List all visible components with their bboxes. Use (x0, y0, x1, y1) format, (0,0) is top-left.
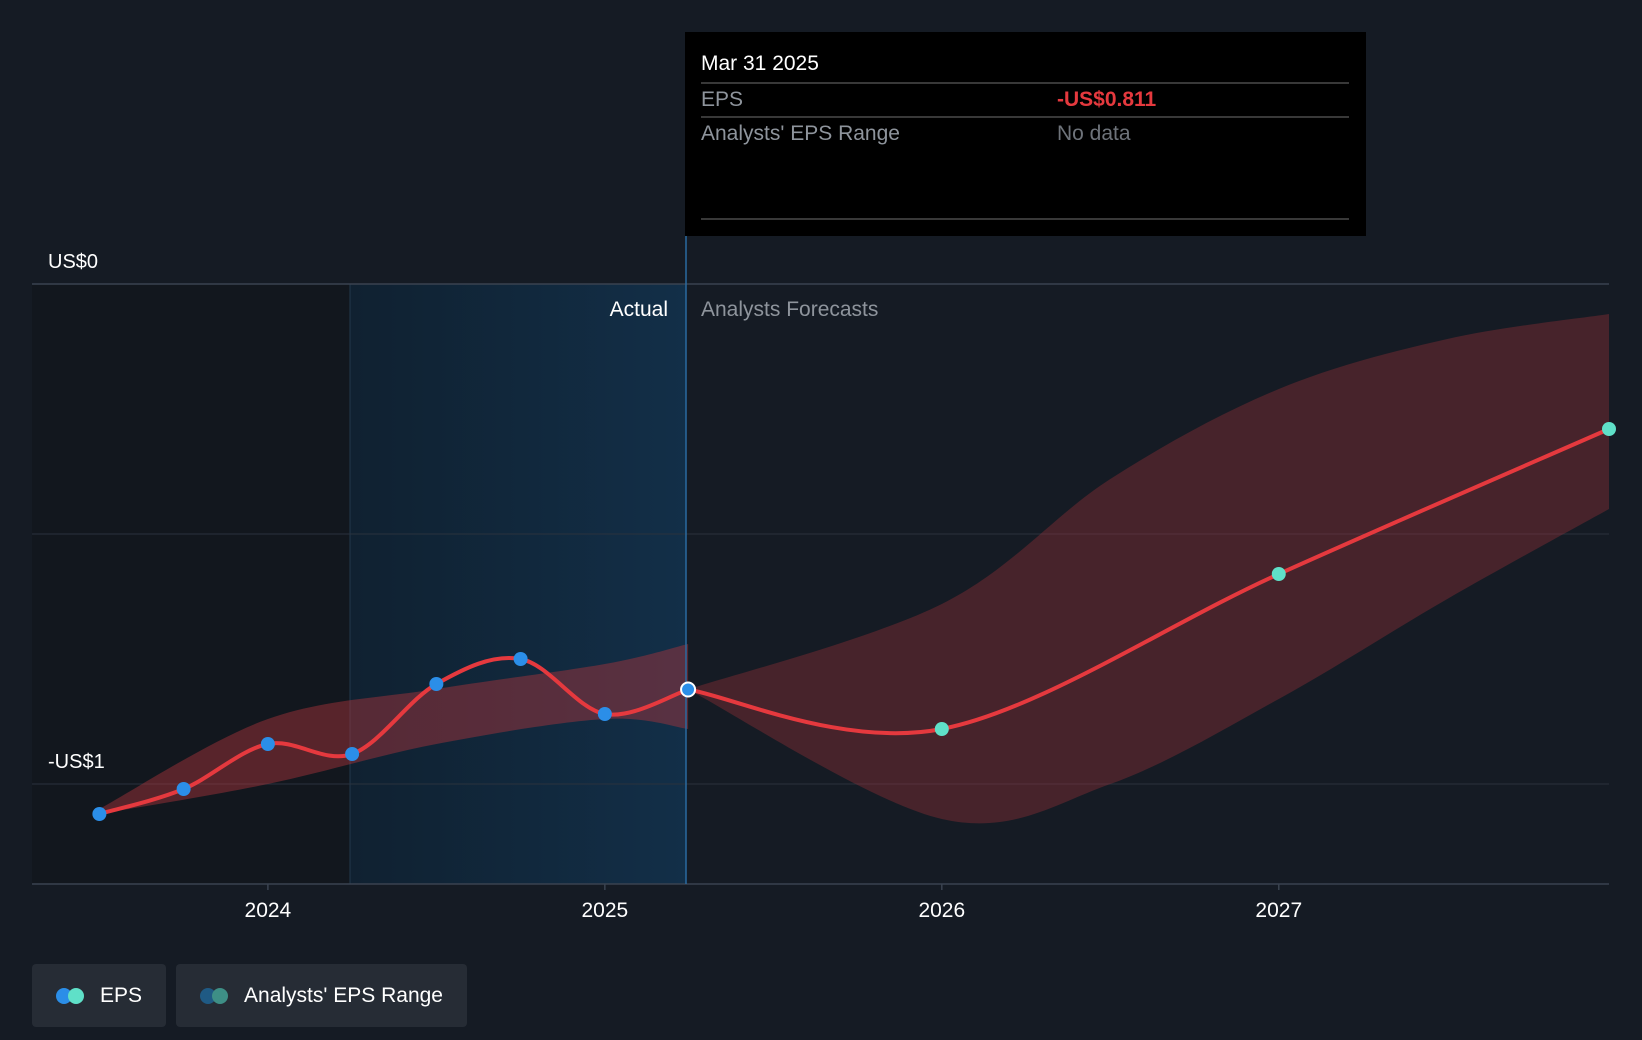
eps-actual-point[interactable] (345, 747, 360, 761)
eps-actual-point[interactable] (176, 782, 191, 796)
legend-eps[interactable]: EPS (32, 964, 167, 1027)
x-tick-label: 2024 (245, 899, 292, 922)
analysts-forecasts-label: Analysts Forecasts (701, 298, 878, 321)
eps-forecast-line (686, 427, 1611, 736)
range-bands (99, 314, 1609, 824)
eps-actual-point[interactable] (92, 807, 107, 821)
legend-analysts-eps-range[interactable]: Analysts' EPS Range (176, 964, 467, 1027)
x-tick-label: 2025 (581, 899, 628, 922)
eps-actual-line (97, 656, 691, 816)
eps-lines (97, 427, 1611, 816)
x-tick-label: 2026 (918, 899, 965, 922)
legend-range-label: Analysts' EPS Range (244, 983, 443, 1007)
tooltip-eps-label: EPS (701, 88, 743, 111)
tooltip-box (685, 32, 1366, 236)
x-tick-label: 2027 (1255, 899, 1302, 922)
tooltip: Mar 31 2025 EPS -US$0.811 Analysts' EPS … (685, 32, 1366, 236)
actual-range-band (99, 644, 689, 814)
actual-region (350, 284, 686, 884)
tooltip-range-value: No data (1057, 122, 1131, 145)
y-tick-label: US$0 (48, 251, 98, 273)
actual-label: Actual (610, 298, 668, 321)
eps-forecast-point[interactable] (1602, 422, 1616, 436)
y-axis-labels: US$0 -US$1 (48, 251, 105, 773)
eps-points (92, 422, 1616, 821)
forecast-range-band (688, 314, 1609, 824)
range-legend-icon (200, 987, 230, 1004)
x-axis-labels: 2024 2025 2026 2027 (245, 884, 1302, 922)
legend-eps-label: EPS (100, 983, 143, 1007)
eps-actual-point[interactable] (513, 652, 528, 666)
eps-legend-icon (56, 987, 86, 1004)
grid-lines (32, 283, 1609, 885)
eps-actual-point[interactable] (597, 707, 612, 721)
eps-forecast-point[interactable] (934, 722, 949, 736)
y-tick-label: -US$1 (48, 751, 105, 773)
eps-point-highlighted[interactable] (680, 681, 697, 698)
tooltip-eps-value: -US$0.811 (1057, 88, 1157, 111)
legend: EPS Analysts' EPS Range (32, 964, 467, 1027)
eps-forecast-point[interactable] (1271, 567, 1286, 581)
eps-actual-point[interactable] (260, 737, 275, 751)
tooltip-date: Mar 31 2025 (701, 52, 819, 75)
eps-actual-point[interactable] (429, 677, 444, 691)
tooltip-range-label: Analysts' EPS Range (701, 122, 900, 145)
